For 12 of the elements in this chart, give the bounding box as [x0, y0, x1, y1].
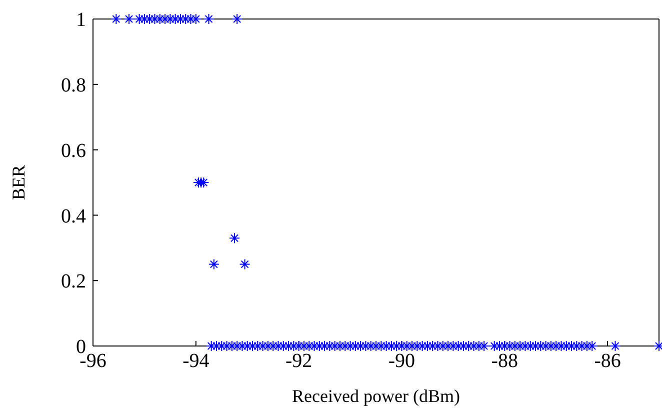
x-tick-label: -94: [182, 350, 210, 372]
x-tick-label: -86: [594, 350, 621, 372]
y-tick-label: 0.6: [61, 140, 86, 162]
y-axis-title: BER: [8, 164, 28, 200]
x-tick-label: -92: [285, 350, 312, 372]
y-tick-label: 0.8: [61, 74, 86, 96]
y-tick-label: 0.2: [61, 270, 86, 293]
y-tick-label: 0.4: [61, 205, 86, 228]
x-tick-label: -90: [388, 350, 416, 372]
x-tick-label: -88: [491, 350, 518, 372]
y-tick-label: 1: [76, 9, 86, 32]
x-axis-title: Received power (dBm): [292, 386, 460, 406]
